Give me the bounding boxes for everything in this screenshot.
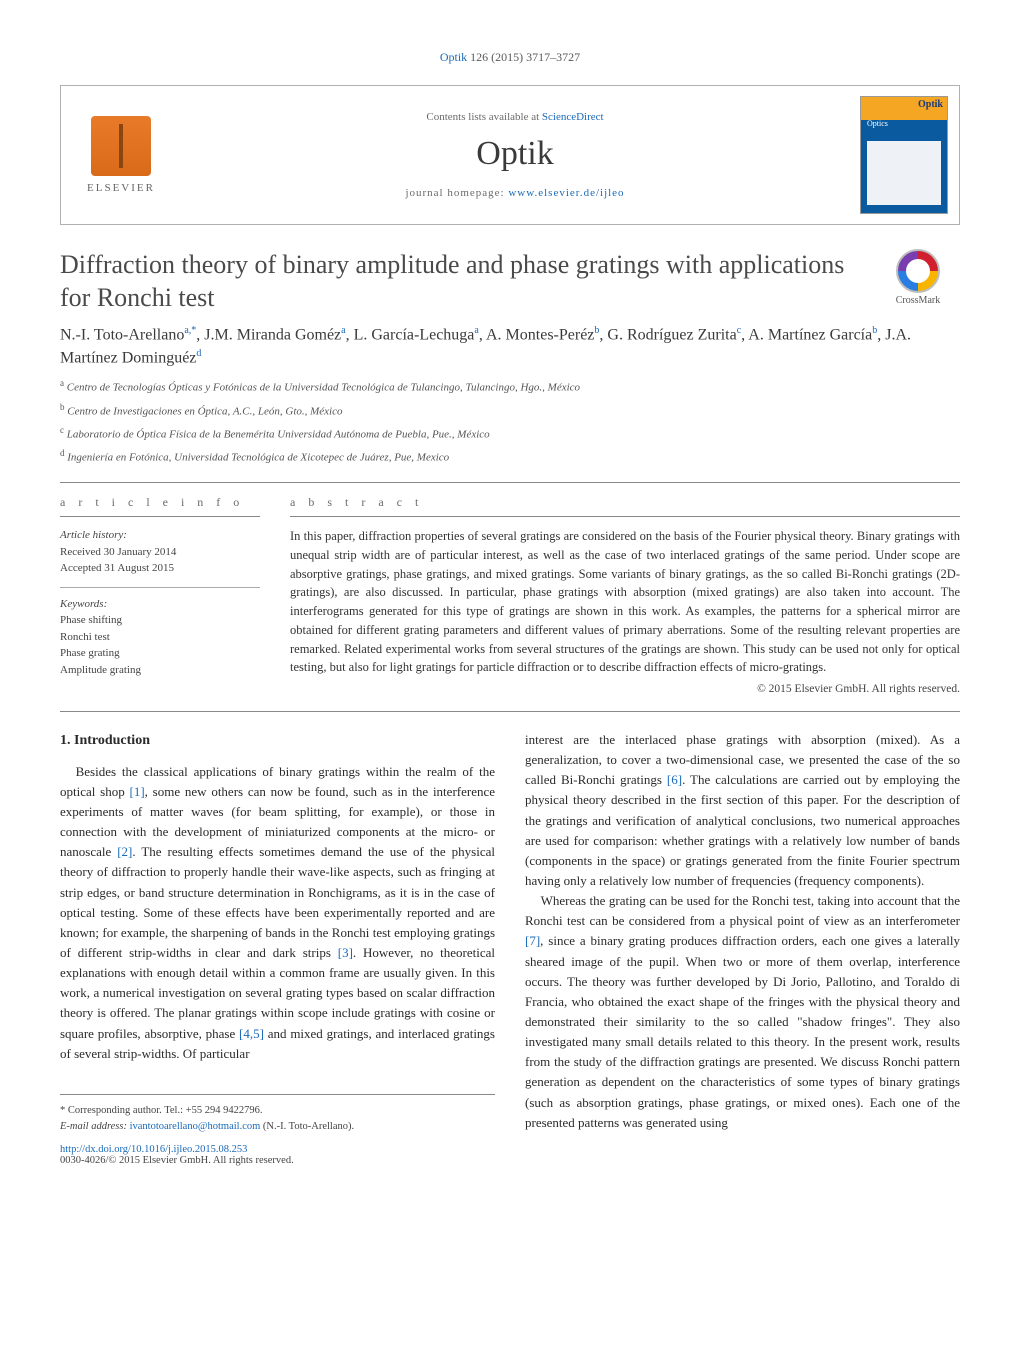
author-sep: , [346,326,354,343]
keywords-label: Keywords: [60,596,260,613]
contents-line: Contents lists available at ScienceDirec… [426,111,603,123]
affiliation: d Ingeniería en Fotónica, Universidad Te… [60,447,960,466]
keyword: Phase grating [60,645,260,662]
email-suffix: (N.-I. Toto-Arellano). [260,1121,354,1132]
author-name: N.-I. Toto-Arellano [60,326,184,343]
citation-link[interactable]: [7] [525,933,540,948]
homepage-link[interactable]: www.elsevier.de/ijleo [508,187,624,199]
section-divider [60,482,960,483]
body-paragraph: interest are the interlaced phase gratin… [525,730,960,891]
journal-citation: Optik 126 (2015) 3717–3727 [60,50,960,65]
crossmark-badge[interactable]: CrossMark [876,249,960,306]
article-title: Diffraction theory of binary amplitude a… [60,249,856,314]
citation-link[interactable]: [1] [129,784,144,799]
body-column-left: 1. Introduction Besides the classical ap… [60,730,495,1134]
affiliation-text: Laboratorio de Óptica Física de la Benem… [67,428,490,440]
elsevier-text: ELSEVIER [87,182,155,194]
doi-block: http://dx.doi.org/10.1016/j.ijleo.2015.0… [60,1144,960,1166]
homepage-prefix: journal homepage: [405,187,508,199]
author-name: A. Montes-Peréz [486,326,594,343]
abstract-block: a b s t r a c t In this paper, diffracti… [290,495,960,695]
affiliation: c Laboratorio de Óptica Física de la Ben… [60,424,960,443]
body-column-right: interest are the interlaced phase gratin… [525,730,960,1134]
author-aff-link[interactable]: d [196,348,201,359]
author-name: J.M. Miranda Goméz [204,326,341,343]
publisher-logo-block: ELSEVIER [61,86,181,224]
affiliation-text: Centro de Investigaciones en Óptica, A.C… [67,405,342,417]
citation-link[interactable]: [6] [667,772,682,787]
issn-copyright-line: 0030-4026/© 2015 Elsevier GmbH. All righ… [60,1155,294,1166]
cover-optik-label: Optik [918,99,943,110]
author-name: L. García-Lechuga [354,326,475,343]
accepted-date: Accepted 31 August 2015 [60,560,260,577]
doi-link[interactable]: http://dx.doi.org/10.1016/j.ijleo.2015.0… [60,1144,247,1155]
keyword: Ronchi test [60,629,260,646]
author-list: N.-I. Toto-Arellanoa,*, J.M. Miranda Gom… [60,324,960,369]
corresponding-author-footer: * Corresponding author. Tel.: +55 294 94… [60,1094,495,1135]
body-columns: 1. Introduction Besides the classical ap… [60,730,960,1134]
journal-homepage-line: journal homepage: www.elsevier.de/ijleo [405,187,624,199]
affiliation-text: Centro de Tecnologías Ópticas y Fotónica… [67,382,580,394]
corresponding-email-link[interactable]: ivantotoarellano@hotmail.com [130,1121,261,1132]
journal-name: Optik [476,135,553,173]
citation-link[interactable]: [3] [338,945,353,960]
affiliation: a Centro de Tecnologías Ópticas y Fotóni… [60,377,960,396]
keyword: Amplitude grating [60,662,260,679]
abstract-header: a b s t r a c t [290,495,960,517]
article-info-header: a r t i c l e i n f o [60,495,260,517]
email-label: E-mail address: [60,1121,130,1132]
abstract-copyright: © 2015 Elsevier GmbH. All rights reserve… [290,683,960,695]
elsevier-logo[interactable]: ELSEVIER [87,116,155,194]
sciencedirect-link[interactable]: ScienceDirect [542,111,604,123]
corresponding-label: * Corresponding author. Tel.: +55 294 94… [60,1103,495,1119]
citation-link[interactable]: [2] [117,844,132,859]
citation-link[interactable]: [4,5] [239,1026,264,1041]
author-name: G. Rodríguez Zurita [607,326,736,343]
affiliation-text: Ingeniería en Fotónica, Universidad Tecn… [67,452,449,464]
affiliation: b Centro de Investigaciones en Óptica, A… [60,401,960,420]
author-name: A. Martínez García [748,326,872,343]
article-history: Article history: Received 30 January 201… [60,527,260,678]
body-paragraph: Besides the classical applications of bi… [60,762,495,1064]
cover-white-block [867,141,941,205]
article-info-block: a r t i c l e i n f o Article history: R… [60,495,260,695]
contents-prefix: Contents lists available at [426,111,541,123]
body-paragraph: Whereas the grating can be used for the … [525,891,960,1133]
elsevier-tree-icon [91,116,151,176]
keyword: Phase shifting [60,612,260,629]
abstract-text: In this paper, diffraction properties of… [290,527,960,677]
crossmark-icon [896,249,940,293]
body-text: , since a binary grating produces diffra… [525,933,960,1129]
body-text: . The calculations are carried out by em… [525,772,960,888]
journal-citation-text: 126 (2015) 3717–3727 [467,50,580,64]
section-divider [60,711,960,712]
received-date: Received 30 January 2014 [60,544,260,561]
crossmark-label: CrossMark [896,295,940,306]
journal-cover-thumbnail[interactable]: Optik Optics [860,96,948,214]
section-heading: 1. Introduction [60,730,495,752]
cover-optics-sub: Optics [867,119,888,128]
author-sep: , [479,326,486,343]
body-text: Whereas the grating can be used for the … [525,893,960,928]
cover-thumb-block: Optik Optics [849,86,959,224]
journal-citation-link[interactable]: Optik [440,50,467,64]
body-text: . The resulting effects sometimes demand… [60,844,495,960]
journal-header-box: ELSEVIER Contents lists available at Sci… [60,85,960,225]
header-center: Contents lists available at ScienceDirec… [181,86,849,224]
history-label: Article history: [60,527,260,544]
